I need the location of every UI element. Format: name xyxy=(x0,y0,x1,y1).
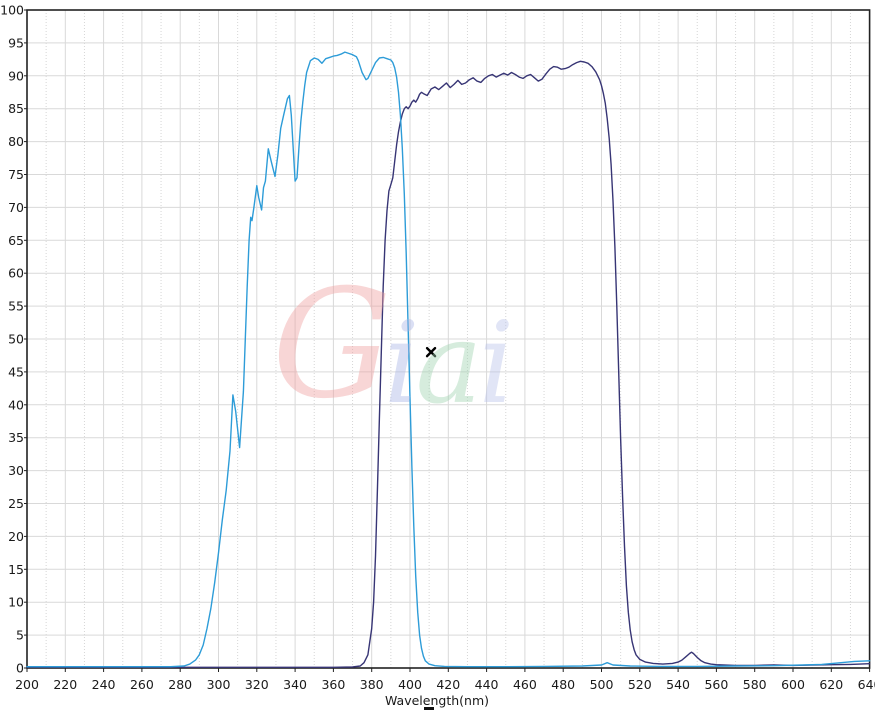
x-tick-label: 300 xyxy=(207,677,231,692)
y-tick-label: 25 xyxy=(8,496,24,511)
y-tick-label: 60 xyxy=(8,266,24,281)
x-tick-label: 500 xyxy=(590,677,614,692)
y-tick-label: 35 xyxy=(8,430,24,445)
y-tick-label: 0 xyxy=(16,661,24,676)
x-tick-label: 540 xyxy=(666,677,690,692)
y-tick-label: 95 xyxy=(8,35,24,50)
x-tick-label: 380 xyxy=(360,677,384,692)
y-tick-label: 75 xyxy=(8,167,24,182)
x-tick-label: 520 xyxy=(628,677,652,692)
x-tick-label: 320 xyxy=(245,677,269,692)
x-tick-label: 280 xyxy=(168,677,192,692)
y-tick-label: 90 xyxy=(8,68,24,83)
cursor-x-marker xyxy=(425,346,437,358)
x-tick-label: 340 xyxy=(283,677,307,692)
y-tick-label: 45 xyxy=(8,364,24,379)
x-axis-title: Wavelength(nm) xyxy=(385,693,490,708)
x-tick-label: 460 xyxy=(513,677,537,692)
x-tick-label: 240 xyxy=(92,677,116,692)
x-tick-label: 260 xyxy=(130,677,154,692)
y-tick-label: 70 xyxy=(8,200,24,215)
y-tick-label: 20 xyxy=(8,529,24,544)
x-tick-label: 360 xyxy=(321,677,345,692)
x-tick-label: 400 xyxy=(398,677,422,692)
x-tick-label: 560 xyxy=(704,677,728,692)
y-tick-label: 100 xyxy=(0,3,24,18)
text-cursor-artifact xyxy=(424,707,434,710)
blue-bandpass-curve-navy xyxy=(26,60,871,668)
x-tick-label: 600 xyxy=(781,677,805,692)
x-tick-label: 620 xyxy=(819,677,843,692)
x-tick-label: 200 xyxy=(15,677,39,692)
x-tick-label: 480 xyxy=(551,677,575,692)
y-tick-label: 50 xyxy=(8,332,24,347)
x-tick-label: 220 xyxy=(53,677,77,692)
y-tick-label: 55 xyxy=(8,299,24,314)
y-tick-label: 80 xyxy=(8,134,24,149)
uv-bandpass-curve-cyan xyxy=(26,51,871,668)
y-tick-label: 15 xyxy=(8,562,24,577)
y-tick-label: 30 xyxy=(8,463,24,478)
x-tick-label: 580 xyxy=(743,677,767,692)
y-tick-label: 65 xyxy=(8,233,24,248)
y-tick-label: 5 xyxy=(16,628,24,643)
y-tick-label: 40 xyxy=(8,397,24,412)
x-tick-label: 440 xyxy=(475,677,499,692)
y-tick-label: 85 xyxy=(8,101,24,116)
x-tick-label: 420 xyxy=(436,677,460,692)
y-tick-label: 10 xyxy=(8,595,24,610)
x-tick-label: 640 xyxy=(858,677,875,692)
